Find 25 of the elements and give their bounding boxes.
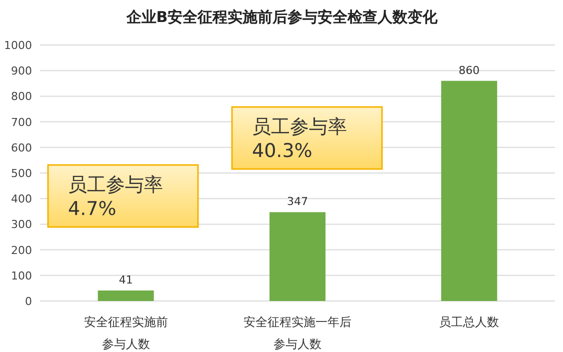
y-tick-label: 600 (11, 141, 32, 154)
annotation: 员工参与率 40.3% (252, 116, 347, 162)
bar (98, 290, 154, 301)
bar (270, 212, 326, 301)
y-tick-label: 200 (11, 244, 32, 257)
data-label: 860 (458, 64, 480, 77)
y-tick-label: 100 (11, 269, 32, 282)
x-tick-label: 安全征程实施一年后参与人数 (244, 315, 352, 351)
y-tick-label: 400 (11, 192, 32, 206)
y-tick-label: 800 (11, 90, 32, 104)
annotation: 员工参与率 40.3% (231, 106, 383, 170)
annotation: 员工参与率 4.7% (68, 174, 163, 220)
data-label: 347 (287, 195, 308, 208)
y-tick-label: 1000 (4, 39, 32, 52)
chart-title: 企业B安全征程实施前后参与安全检查人数变化 (125, 8, 439, 26)
y-tick-label: 900 (11, 64, 32, 78)
data-label: 41 (118, 274, 133, 287)
y-tick-label: 0 (25, 295, 32, 308)
annotation: 员工参与率 4.7% (47, 164, 199, 228)
y-tick-label: 500 (11, 167, 32, 180)
x-tick-label: 安全征程实施前参与人数 (84, 315, 168, 351)
bar (441, 80, 498, 301)
x-tick-label: 员工总人数 (439, 315, 500, 329)
y-tick-label: 300 (11, 218, 32, 232)
y-tick-label: 700 (11, 116, 32, 129)
